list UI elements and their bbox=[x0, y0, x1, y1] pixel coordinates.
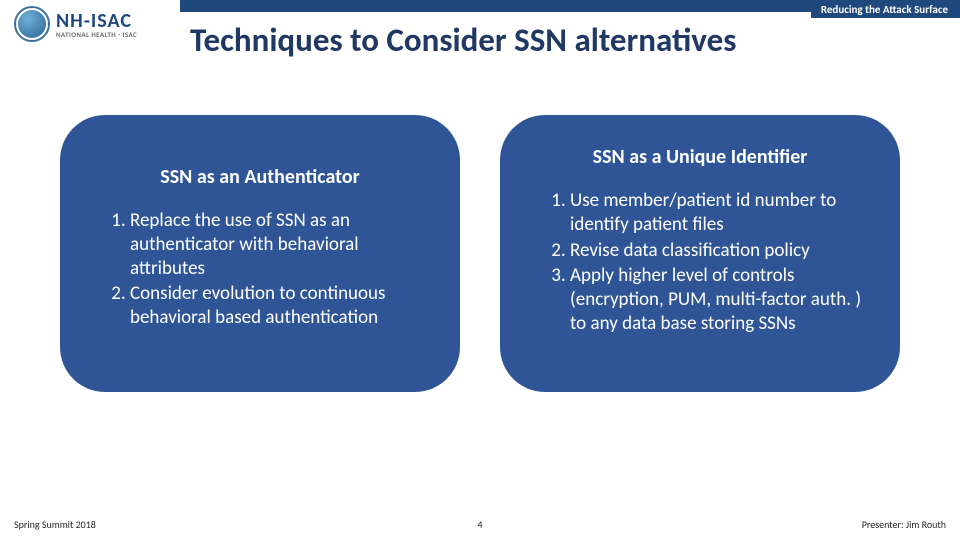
panel-identifier-title: SSN as a Unique Identifier bbox=[530, 145, 870, 169]
logo-globe-icon bbox=[14, 6, 50, 42]
list-item: Use member/patient id number to identify… bbox=[570, 189, 870, 237]
list-item: Apply higher level of controls (encrypti… bbox=[570, 264, 870, 335]
list-item: Consider evolution to continuous behavio… bbox=[130, 282, 430, 330]
slide: Reducing the Attack Surface NH-ISAC NATI… bbox=[0, 0, 960, 540]
panel-identifier-list: Use member/patient id number to identify… bbox=[530, 189, 870, 336]
footer-presenter: Presenter: Jim Routh bbox=[862, 518, 946, 531]
footer-page-number: 4 bbox=[0, 518, 960, 531]
org-logo: NH-ISAC NATIONAL HEALTH - ISAC bbox=[14, 6, 137, 42]
logo-text: NH-ISAC NATIONAL HEALTH - ISAC bbox=[56, 11, 137, 38]
panels-container: SSN as an Authenticator Replace the use … bbox=[60, 115, 900, 392]
panel-authenticator: SSN as an Authenticator Replace the use … bbox=[60, 115, 460, 392]
logo-name: NH-ISAC bbox=[56, 11, 137, 31]
logo-subtitle: NATIONAL HEALTH - ISAC bbox=[56, 31, 137, 38]
header-tag: Reducing the Attack Surface bbox=[811, 0, 960, 18]
list-item: Replace the use of SSN as an authenticat… bbox=[130, 209, 430, 280]
panel-authenticator-list: Replace the use of SSN as an authenticat… bbox=[90, 209, 430, 330]
footer: Spring Summit 2018 4 Presenter: Jim Rout… bbox=[0, 514, 960, 534]
panel-authenticator-title: SSN as an Authenticator bbox=[90, 165, 430, 189]
footer-event: Spring Summit 2018 bbox=[14, 518, 96, 531]
list-item: Revise data classification policy bbox=[570, 239, 870, 263]
panel-identifier: SSN as a Unique Identifier Use member/pa… bbox=[500, 115, 900, 392]
slide-title: Techniques to Consider SSN alternatives bbox=[190, 20, 736, 60]
